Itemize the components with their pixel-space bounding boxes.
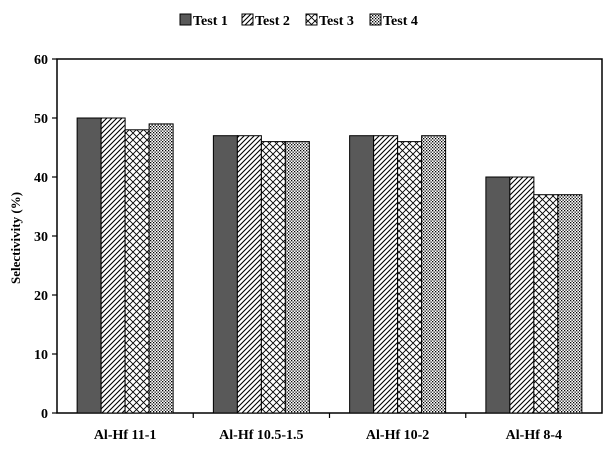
plot-area: 0 10 20 30 40 50 60 Al-Hf 11-1 Al-Hf 10.5-1.5 Al-… bbox=[34, 53, 602, 443]
bar bbox=[510, 177, 534, 413]
bar bbox=[261, 142, 285, 413]
y-tick-label: 30 bbox=[34, 230, 48, 245]
bar bbox=[101, 118, 125, 413]
bar bbox=[374, 136, 398, 413]
y-tick-label: 50 bbox=[34, 112, 48, 127]
legend-swatch bbox=[370, 14, 381, 25]
legend-swatch bbox=[180, 14, 191, 25]
bar bbox=[486, 177, 510, 413]
legend-swatch bbox=[242, 14, 253, 25]
x-tick-label: Al-Hf 11-1 bbox=[94, 428, 157, 443]
legend-label: Test 3 bbox=[319, 14, 354, 29]
bar bbox=[125, 130, 149, 413]
x-tick-label: Al-Hf 8-4 bbox=[506, 428, 562, 443]
bar bbox=[149, 124, 173, 413]
x-tick-label: Al-Hf 10.5-1.5 bbox=[219, 428, 303, 443]
y-axis-label: Selectivivity (%) bbox=[8, 192, 23, 284]
legend-label: Test 1 bbox=[193, 14, 228, 29]
bar bbox=[422, 136, 446, 413]
bar bbox=[237, 136, 261, 413]
legend-label: Test 4 bbox=[383, 14, 418, 29]
y-tick-label: 40 bbox=[34, 171, 48, 186]
bar bbox=[534, 195, 558, 413]
bar bbox=[77, 118, 101, 413]
y-tick-label: 10 bbox=[34, 348, 48, 363]
y-tick-label: 60 bbox=[34, 53, 48, 68]
y-tick-label: 0 bbox=[41, 407, 48, 422]
legend: Test 1 Test 2 Test 3 Test 4 bbox=[180, 14, 418, 29]
y-tick-label: 20 bbox=[34, 289, 48, 304]
bar bbox=[285, 142, 309, 413]
bar bbox=[350, 136, 374, 413]
x-tick-label: Al-Hf 10-2 bbox=[366, 428, 429, 443]
bar bbox=[398, 142, 422, 413]
legend-label: Test 2 bbox=[255, 14, 290, 29]
bar bbox=[213, 136, 237, 413]
bar bbox=[558, 195, 582, 413]
legend-swatch bbox=[306, 14, 317, 25]
